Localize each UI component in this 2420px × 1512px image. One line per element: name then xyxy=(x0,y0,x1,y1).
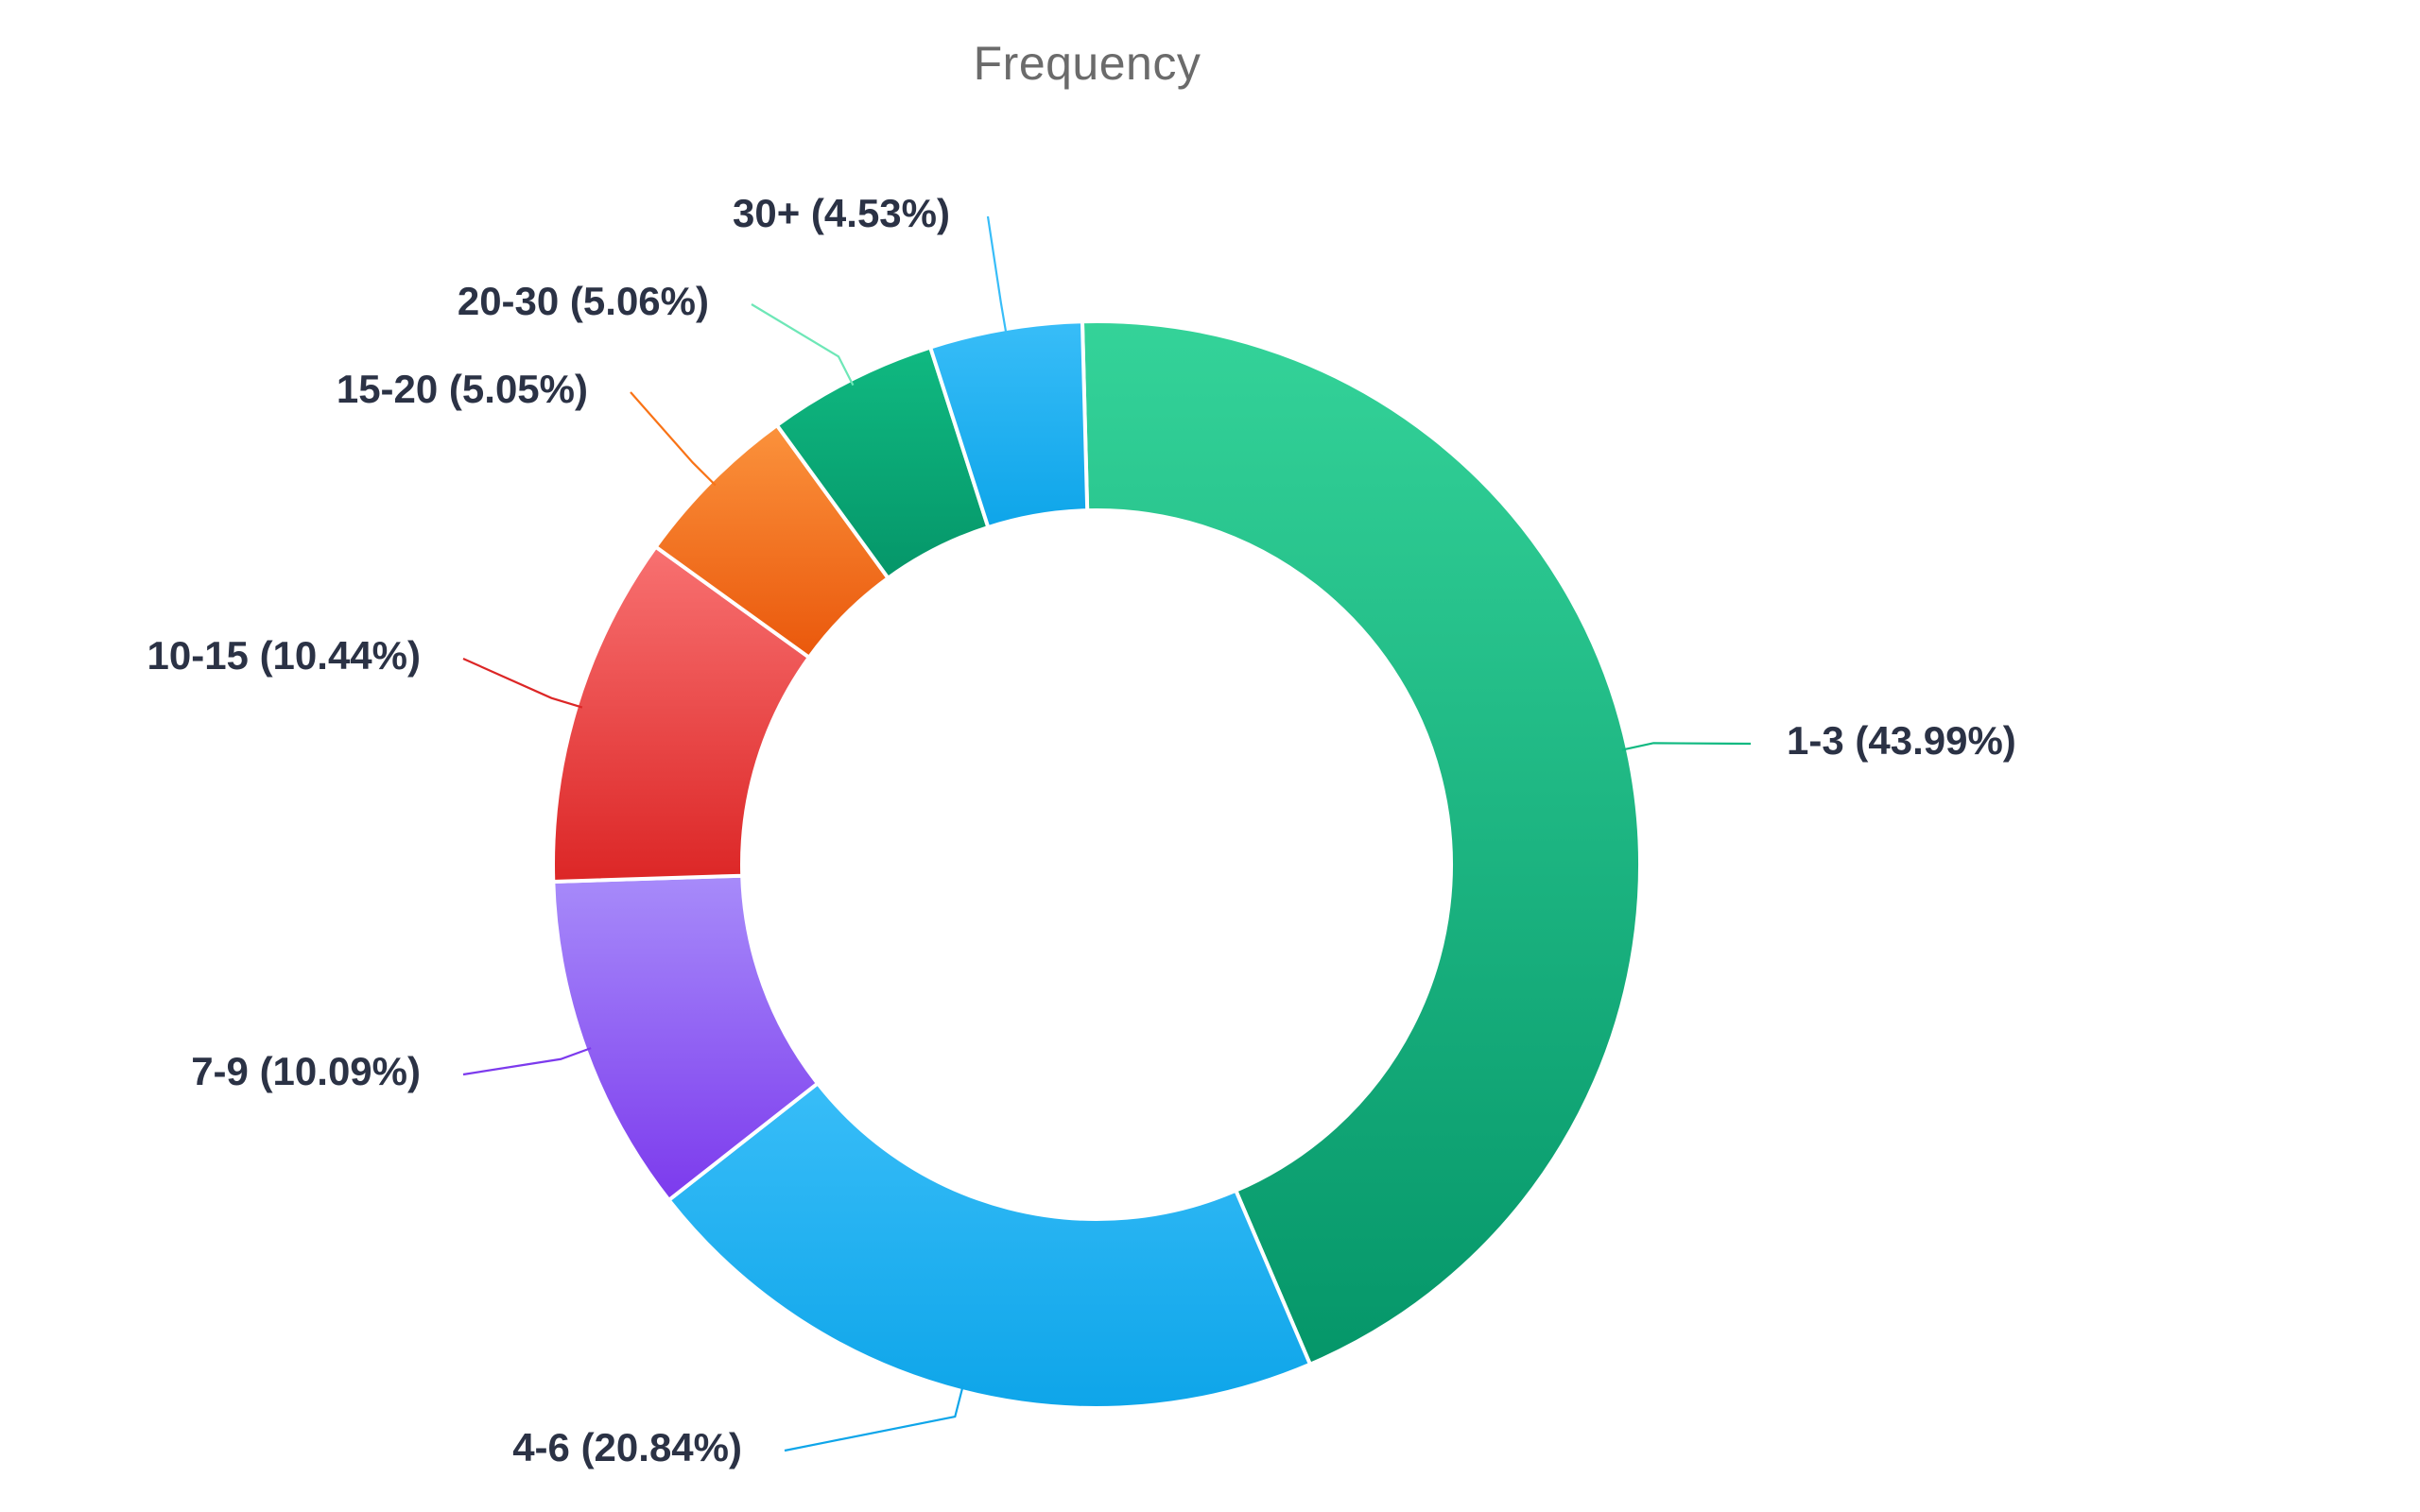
slice-label-20-30: 20-30 (5.06%) xyxy=(458,279,709,323)
leader-line-10-15 xyxy=(462,657,583,709)
slice-label-4-6: 4-6 (20.84%) xyxy=(512,1425,742,1469)
slice-30plus[interactable] xyxy=(928,319,1090,529)
slice-label-30plus: 30+ (4.53%) xyxy=(733,191,950,235)
leader-line-4-6 xyxy=(784,1384,964,1452)
slice-4-6[interactable] xyxy=(666,1081,1312,1410)
leader-line-20-30 xyxy=(751,303,855,387)
leader-line-7-9 xyxy=(462,1047,592,1076)
leader-line-30plus xyxy=(986,215,1008,335)
chart-title: Frequency xyxy=(973,37,1201,90)
slice-1-3[interactable] xyxy=(1080,319,1642,1366)
leader-line-15-20 xyxy=(630,391,717,487)
slice-label-7-9: 7-9 (10.09%) xyxy=(191,1049,421,1093)
slice-label-10-15: 10-15 (10.44%) xyxy=(147,633,421,678)
leader-line-1-3 xyxy=(1621,742,1752,751)
slice-label-15-20: 15-20 (5.05%) xyxy=(337,367,588,411)
slice-label-1-3: 1-3 (43.99%) xyxy=(1787,718,2016,763)
